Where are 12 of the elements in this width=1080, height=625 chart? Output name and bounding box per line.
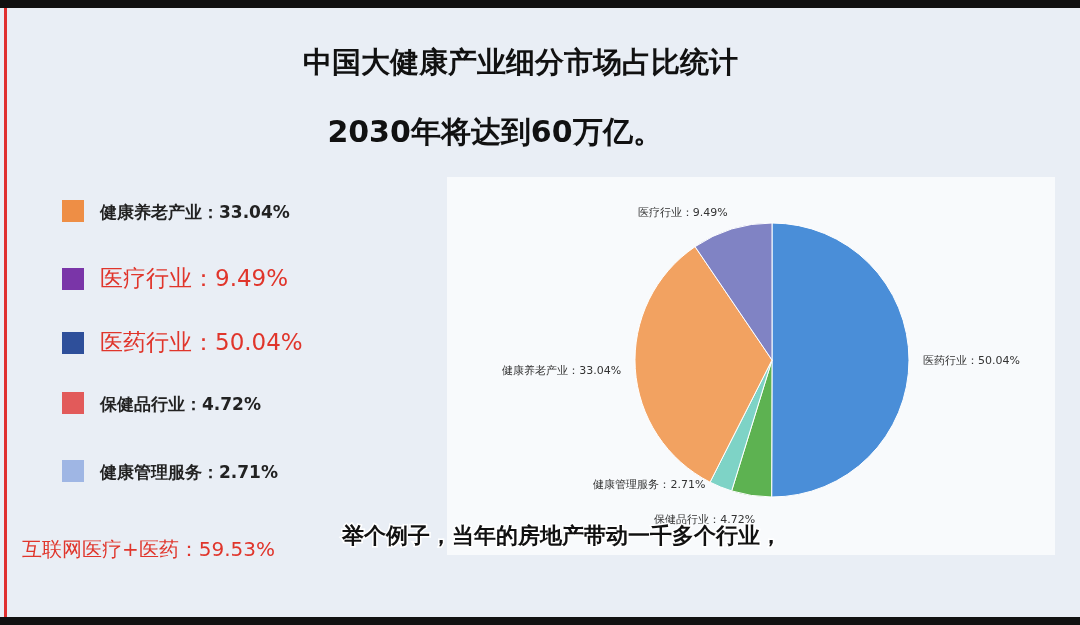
slice-label: 健康管理服务：2.71% [593,477,706,491]
text: 健康养老产业：33.04% [99,202,290,222]
chart-subtitle: 2030年将达到60万亿。 [327,114,663,149]
chart-title: 中国大健康产业细分市场占比统计 [302,45,738,79]
text: 保健品行业：4.72% [99,394,261,414]
slice-label: 医药行业：50.04% [923,354,1020,368]
text: 健康管理服务：2.71% [99,462,278,482]
text: 医药行业：50.04% [100,329,303,355]
text: 互联网医疗+医药：59.53% [22,537,276,561]
slice-label: 健康养老产业：33.04% [502,363,622,377]
text: 医疗行业：9.49% [100,265,289,291]
slice-label: 医疗行业：9.49% [637,205,728,219]
